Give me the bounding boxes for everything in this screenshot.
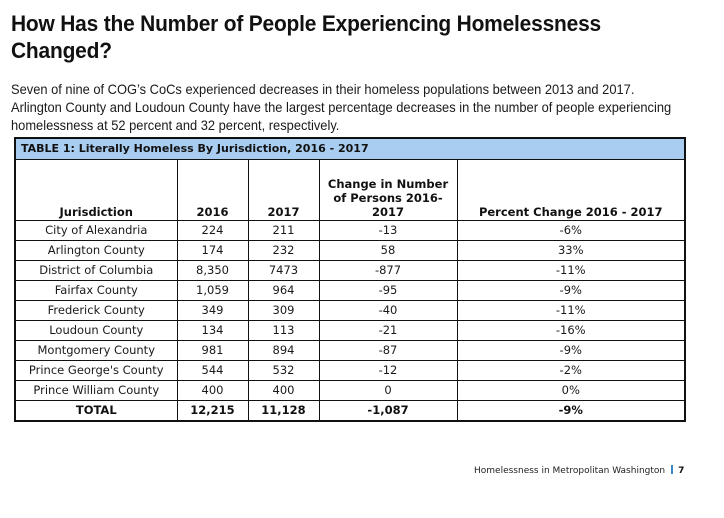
cell-percent: -9% (457, 280, 684, 301)
cell-2016: 981 (177, 340, 249, 361)
cell-2017: 113 (248, 320, 320, 341)
cell-2016: 134 (177, 320, 249, 341)
page-number: 7 (678, 466, 685, 476)
cell-jurisdiction: Montgomery County (16, 340, 178, 361)
total-2016: 12,215 (177, 400, 249, 420)
cell-2017: 7473 (248, 260, 320, 281)
total-row: TOTAL 12,215 11,128 -1,087 -9% (16, 400, 684, 420)
total-change: -1,087 (319, 400, 458, 420)
table-row: District of Columbia 8,350 7473 -877 -11… (16, 260, 684, 281)
column-header-2016: 2016 (177, 160, 249, 221)
cell-2017: 964 (248, 280, 320, 301)
cell-2017: 894 (248, 340, 320, 361)
cell-percent: -16% (457, 320, 684, 341)
table-row: City of Alexandria 224 211 -13 -6% (16, 220, 684, 241)
table-row: Montgomery County 981 894 -87 -9% (16, 340, 684, 361)
cell-2017: 532 (248, 360, 320, 381)
cell-change: -877 (319, 260, 458, 281)
cell-jurisdiction: City of Alexandria (16, 220, 178, 241)
cell-2017: 211 (248, 220, 320, 241)
cell-2016: 349 (177, 300, 249, 321)
column-header-jurisdiction: Jurisdiction (16, 160, 178, 221)
cell-change: -12 (319, 360, 458, 381)
cell-2017: 309 (248, 300, 320, 321)
cell-jurisdiction: District of Columbia (16, 260, 178, 281)
cell-percent: -6% (457, 220, 684, 241)
cell-2016: 1,059 (177, 280, 249, 301)
table-row: Frederick County 349 309 -40 -11% (16, 300, 684, 321)
cell-change: 58 (319, 240, 458, 261)
cell-2016: 544 (177, 360, 249, 381)
cell-2017: 232 (248, 240, 320, 261)
cell-percent: -2% (457, 360, 684, 381)
page-footer: Homelessness in Metropolitan Washington 7 (474, 465, 684, 476)
table-row: Arlington County 174 232 58 33% (16, 240, 684, 261)
cell-jurisdiction: Loudoun County (16, 320, 178, 341)
table-row: Fairfax County 1,059 964 -95 -9% (16, 280, 684, 301)
total-percent: -9% (457, 400, 684, 420)
cell-2016: 400 (177, 380, 249, 401)
column-header-2017: 2017 (248, 160, 320, 221)
cell-jurisdiction: Fairfax County (16, 280, 178, 301)
cell-change: -40 (319, 300, 458, 321)
page-heading: How Has the Number of People Experiencin… (11, 11, 601, 63)
cell-change: -87 (319, 340, 458, 361)
cell-change: -13 (319, 220, 458, 241)
cell-change: -95 (319, 280, 458, 301)
cell-2016: 174 (177, 240, 249, 261)
column-header-percent-change: Percent Change 2016 - 2017 (457, 160, 684, 221)
cell-jurisdiction: Prince William County (16, 380, 178, 401)
cell-percent: 33% (457, 240, 684, 261)
column-header-change-number: Change in Number of Persons 2016-2017 (319, 160, 458, 221)
table-row: Loudoun County 134 113 -21 -16% (16, 320, 684, 341)
cell-percent: -9% (457, 340, 684, 361)
cell-jurisdiction: Frederick County (16, 300, 178, 321)
cell-percent: 0% (457, 380, 684, 401)
cell-jurisdiction: Prince George's County (16, 360, 178, 381)
cell-2016: 224 (177, 220, 249, 241)
footer-separator (671, 465, 674, 474)
table-row: Prince George's County 544 532 -12 -2% (16, 360, 684, 381)
total-2017: 11,128 (248, 400, 320, 420)
cell-change: -21 (319, 320, 458, 341)
intro-paragraph: Seven of nine of COG’s CoCs experienced … (11, 81, 672, 133)
table-caption: TABLE 1: Literally Homeless By Jurisdict… (16, 139, 684, 160)
footer-publication-title: Homelessness in Metropolitan Washington (474, 466, 666, 476)
data-table: Jurisdiction 2016 2017 Change in Number … (16, 160, 684, 420)
homeless-by-jurisdiction-table: TABLE 1: Literally Homeless By Jurisdict… (14, 137, 686, 422)
total-label: TOTAL (16, 400, 178, 420)
cell-2016: 8,350 (177, 260, 249, 281)
cell-percent: -11% (457, 260, 684, 281)
cell-jurisdiction: Arlington County (16, 240, 178, 261)
cell-percent: -11% (457, 300, 684, 321)
cell-change: 0 (319, 380, 458, 401)
table-row: Prince William County 400 400 0 0% (16, 380, 684, 401)
header-row: Jurisdiction 2016 2017 Change in Number … (16, 160, 684, 221)
cell-2017: 400 (248, 380, 320, 401)
